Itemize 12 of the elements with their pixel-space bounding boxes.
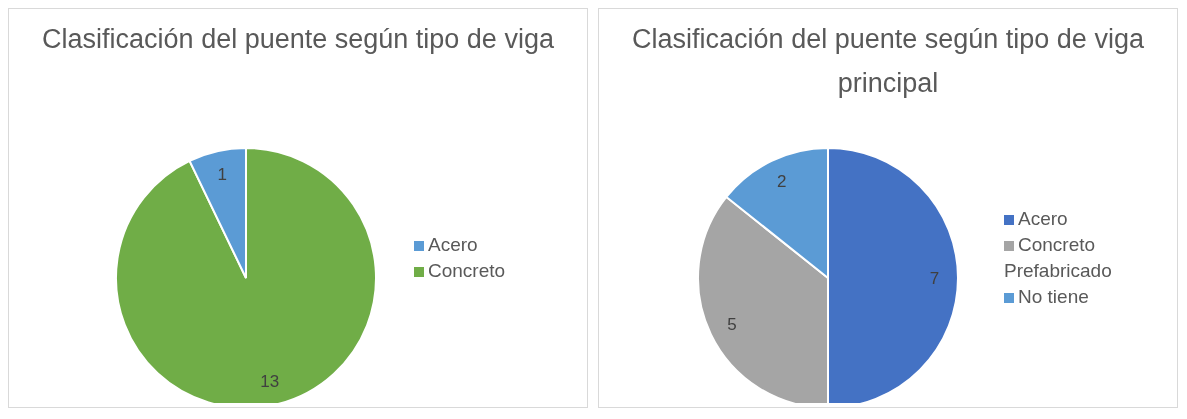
data-label: 5: [727, 314, 737, 334]
data-label: 2: [777, 172, 787, 192]
data-label: 13: [260, 372, 280, 392]
legend-label: No tiene: [1018, 286, 1089, 307]
legend-label: Acero: [428, 234, 478, 255]
chart-title: Clasificación del puente según tipo de viga principal: [631, 23, 1145, 100]
legend-label: Concreto Prefabricado: [1004, 234, 1112, 281]
legend-label: Acero: [1018, 208, 1068, 229]
data-label: 1: [217, 164, 228, 184]
chart-title: Clasificación del puente según tipo de viga: [41, 23, 555, 56]
data-label: 7: [929, 268, 940, 288]
legend-label: Concreto: [428, 260, 506, 281]
